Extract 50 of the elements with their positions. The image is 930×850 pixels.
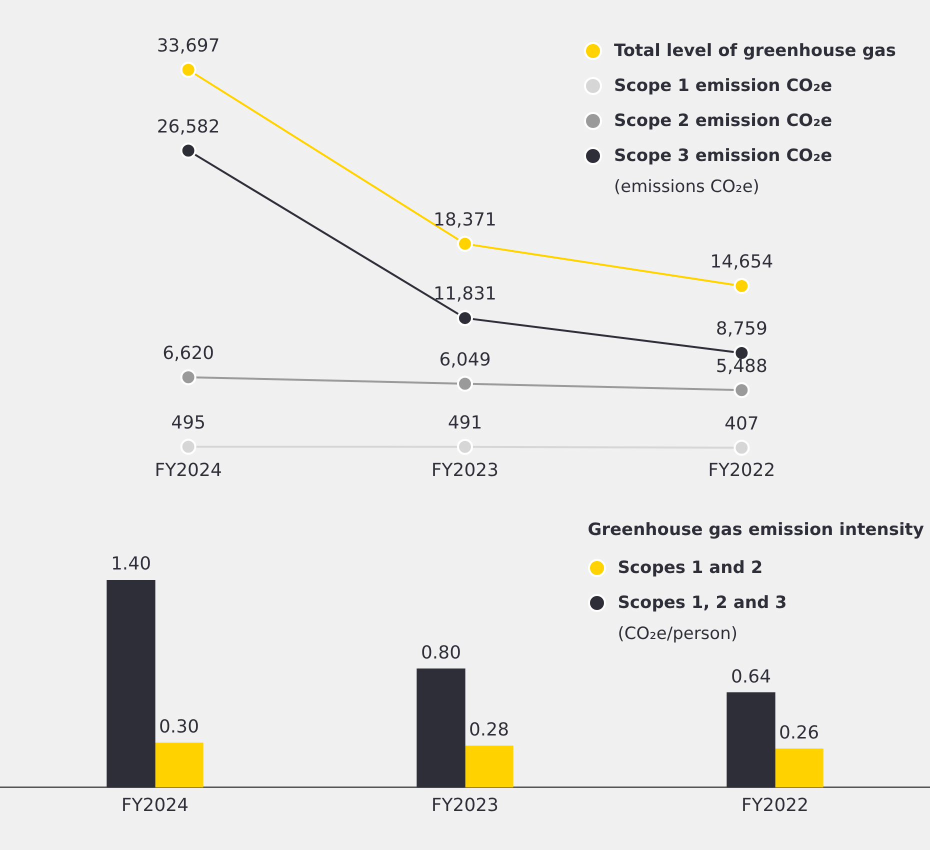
data-label: 495	[171, 412, 206, 434]
point	[457, 236, 473, 252]
data-label: 11,831	[434, 284, 496, 305]
data-label: 14,654	[710, 252, 774, 273]
bar	[774, 748, 824, 788]
annotation: (emissions CO₂e)	[614, 177, 760, 197]
legend-label: Scope 2 emission CO₂e	[614, 110, 832, 130]
point	[457, 376, 473, 392]
point	[180, 62, 196, 78]
point	[180, 369, 196, 386]
bar	[464, 746, 514, 788]
x-tick-label: FY2023	[431, 794, 499, 816]
bar	[154, 742, 204, 788]
x-tick-label: FY2024	[121, 794, 189, 816]
point	[180, 142, 196, 159]
point	[734, 278, 750, 294]
point	[457, 438, 473, 455]
data-label: 26,582	[156, 116, 220, 138]
data-label: 5,488	[716, 356, 768, 377]
point	[734, 382, 750, 398]
data-label: 491	[448, 412, 482, 434]
bar	[106, 580, 156, 788]
legend-title: Greenhouse gas emission intensity	[588, 520, 924, 540]
data-label: 33,697	[156, 35, 220, 56]
data-label: 0.80	[420, 642, 462, 664]
data-label: 6,620	[162, 342, 214, 364]
legend-label: Scope 3 emission CO₂e	[614, 146, 832, 166]
data-label: 0.26	[778, 722, 820, 744]
bar	[416, 668, 466, 788]
annotation: (CO₂e/person)	[618, 624, 738, 644]
data-label: 0.30	[158, 716, 200, 738]
point	[180, 438, 196, 455]
x-tick-label: FY2022	[708, 460, 776, 481]
x-tick-label: FY2022	[741, 794, 809, 816]
legend-label: Total level of greenhouse gas	[614, 40, 896, 60]
point	[457, 310, 473, 326]
data-label: 6,049	[439, 349, 491, 370]
data-label: 0.64	[730, 666, 772, 688]
legend-label: Scopes 1, 2 and 3	[618, 592, 787, 612]
point	[734, 440, 750, 456]
data-label: 0.28	[468, 720, 510, 741]
data-label: 407	[724, 413, 759, 434]
x-tick-label: FY2023	[431, 460, 499, 481]
data-label: 1.40	[110, 554, 152, 575]
x-tick-label: FY2024	[154, 460, 222, 481]
legend-label: Scope 1 emission CO₂e	[614, 76, 832, 96]
legend-label: Scopes 1 and 2	[618, 558, 763, 578]
data-label: 18,371	[434, 209, 496, 230]
data-label: 8,759	[716, 318, 768, 340]
bar	[726, 692, 776, 788]
